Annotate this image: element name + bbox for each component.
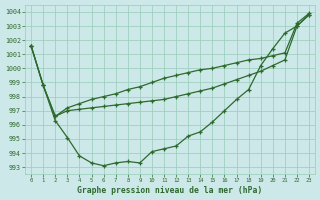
X-axis label: Graphe pression niveau de la mer (hPa): Graphe pression niveau de la mer (hPa) bbox=[77, 186, 263, 195]
